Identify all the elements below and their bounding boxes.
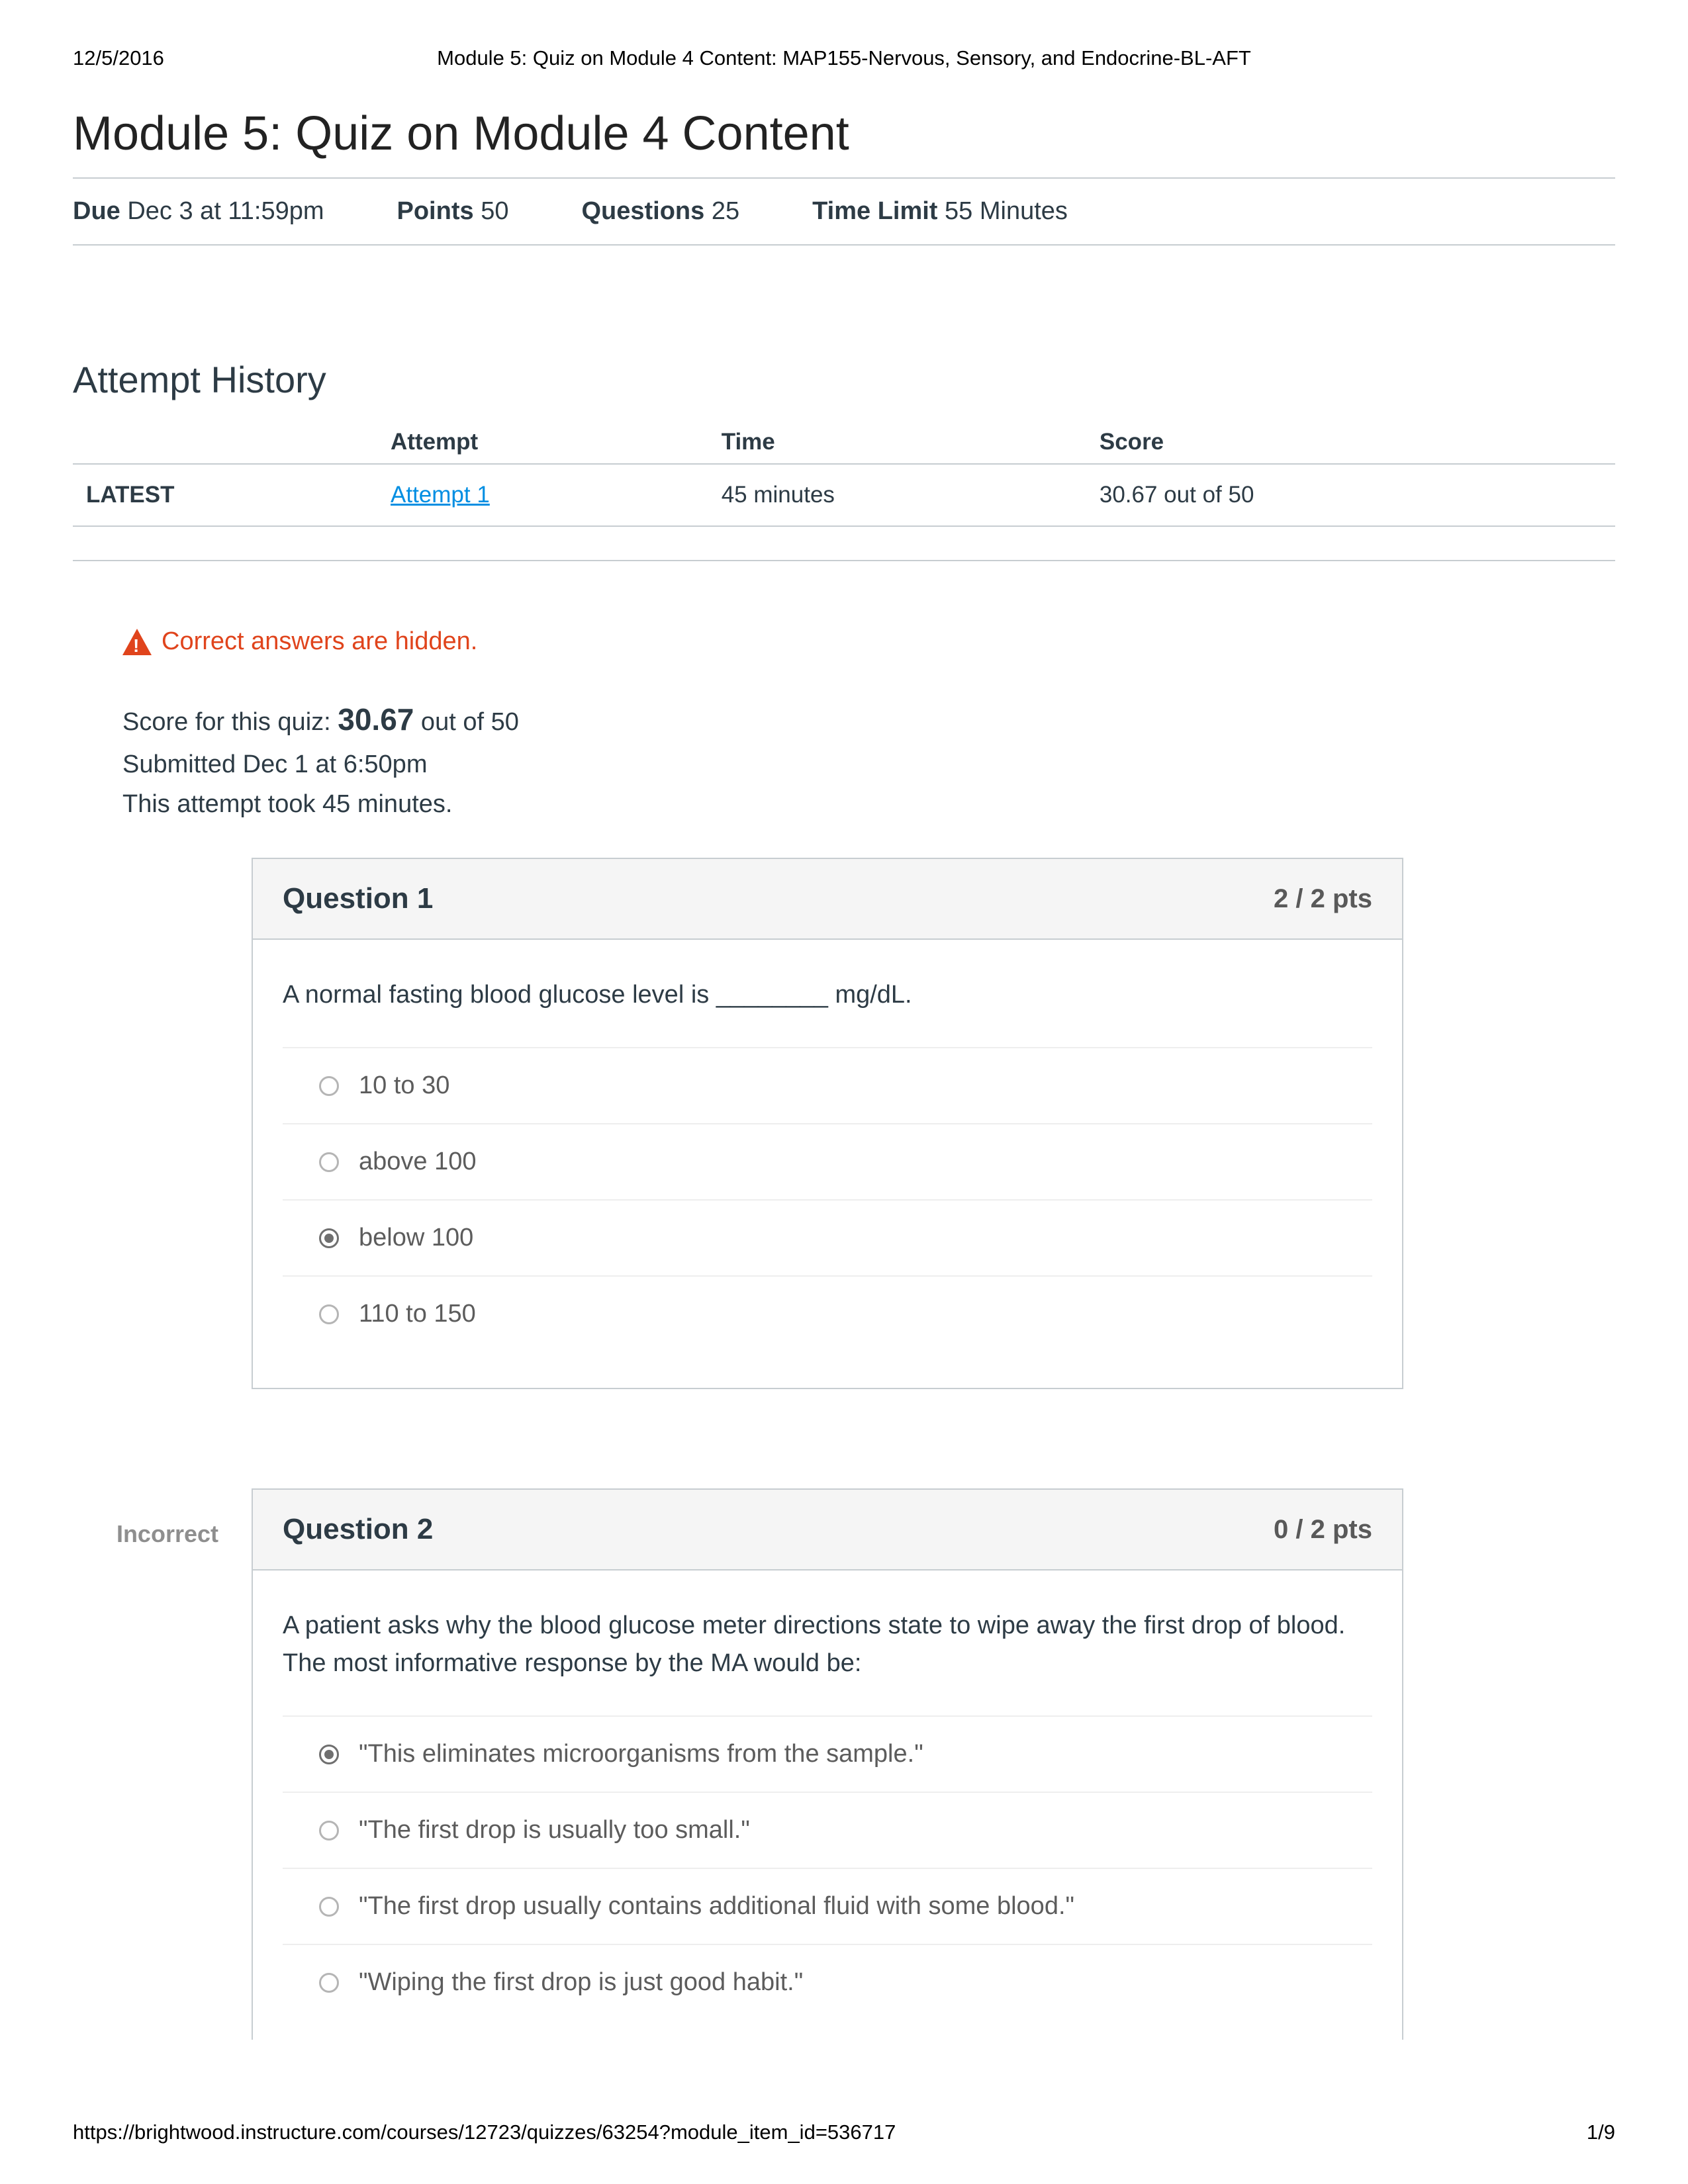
meta-points-label: Points: [397, 197, 474, 225]
warning-icon: [122, 629, 152, 655]
question-header: Question 1 2 / 2 pts: [253, 859, 1402, 940]
radio-icon: [319, 1745, 339, 1764]
question-points: 2 / 2 pts: [1274, 884, 1372, 914]
answer-option[interactable]: "The first drop usually contains additio…: [283, 1868, 1372, 1944]
answer-option[interactable]: "Wiping the first drop is just good habi…: [283, 1944, 1372, 2020]
radio-icon: [319, 1228, 339, 1248]
answer-label: "The first drop is usually too small.": [359, 1816, 750, 1844]
browser-title: Module 5: Quiz on Module 4 Content: MAP1…: [0, 46, 1688, 70]
meta-timelimit-label: Time Limit: [812, 197, 937, 225]
question-text: A patient asks why the blood glucose met…: [283, 1607, 1372, 1682]
answer-option[interactable]: above 100: [283, 1123, 1372, 1199]
meta-due-label: Due: [73, 197, 120, 225]
radio-icon: [319, 1973, 339, 1993]
radio-icon: [319, 1821, 339, 1841]
answer-label: below 100: [359, 1224, 473, 1252]
score-suffix: out of 50: [414, 708, 518, 736]
meta-timelimit-value: 55 Minutes: [945, 197, 1068, 225]
answer-label: 110 to 150: [359, 1300, 476, 1328]
quiz-meta-row: Due Dec 3 at 11:59pm Points 50 Questions…: [73, 177, 1615, 246]
answer-label: above 100: [359, 1148, 477, 1176]
meta-points-value: 50: [481, 197, 508, 225]
attempt-link[interactable]: Attempt 1: [391, 482, 490, 508]
score-value: 30.67: [338, 702, 414, 737]
radio-icon: [319, 1304, 339, 1324]
answer-label: "The first drop usually contains additio…: [359, 1892, 1074, 1921]
attempt-score: 30.67 out of 50: [1100, 464, 1615, 526]
meta-questions-value: 25: [712, 197, 739, 225]
score-summary: Score for this quiz: 30.67 out of 50 Sub…: [122, 696, 1615, 825]
radio-icon: [319, 1152, 339, 1172]
duration-line: This attempt took 45 minutes.: [122, 784, 1615, 825]
question-2: Incorrect Question 2 0 / 2 pts A patient…: [252, 1488, 1403, 2040]
answer-option[interactable]: "The first drop is usually too small.": [283, 1792, 1372, 1868]
attempt-history-title: Attempt History: [73, 358, 1615, 401]
answer-option[interactable]: below 100: [283, 1199, 1372, 1275]
radio-icon: [319, 1076, 339, 1096]
table-row: LATEST Attempt 1 45 minutes 30.67 out of…: [73, 464, 1615, 526]
meta-questions: Questions 25: [581, 197, 739, 226]
answer-option[interactable]: "This eliminates microorganisms from the…: [283, 1715, 1372, 1792]
answer-option[interactable]: 110 to 150: [283, 1275, 1372, 1368]
incorrect-label: Incorrect: [73, 1520, 238, 1548]
answer-label: 10 to 30: [359, 1071, 449, 1100]
meta-points: Points 50: [397, 197, 509, 226]
answer-option[interactable]: 10 to 30: [283, 1047, 1372, 1123]
page-footer: https://brightwood.instructure.com/cours…: [73, 2120, 1615, 2144]
answer-label: "This eliminates microorganisms from the…: [359, 1740, 923, 1768]
warning-row: Correct answers are hidden.: [122, 627, 1615, 656]
question-title: Question 2: [283, 1513, 433, 1546]
footer-page: 1/9: [1587, 2120, 1615, 2144]
score-prefix: Score for this quiz:: [122, 708, 338, 736]
footer-url: https://brightwood.instructure.com/cours…: [73, 2120, 896, 2144]
col-attempt: Attempt: [391, 421, 722, 464]
question-points: 0 / 2 pts: [1274, 1515, 1372, 1545]
question-title: Question 1: [283, 882, 433, 915]
question-header: Question 2 0 / 2 pts: [253, 1490, 1402, 1570]
answer-label: "Wiping the first drop is just good habi…: [359, 1968, 803, 1997]
latest-label: LATEST: [73, 464, 391, 526]
question-1: Question 1 2 / 2 pts A normal fasting bl…: [252, 858, 1403, 1389]
warning-text: Correct answers are hidden.: [162, 627, 477, 656]
col-time: Time: [722, 421, 1100, 464]
page-title: Module 5: Quiz on Module 4 Content: [73, 107, 1615, 161]
attempt-time: 45 minutes: [722, 464, 1100, 526]
attempt-history-table: Attempt Time Score LATEST Attempt 1 45 m…: [73, 421, 1615, 527]
meta-due: Due Dec 3 at 11:59pm: [73, 197, 324, 226]
question-text: A normal fasting blood glucose level is …: [283, 976, 1372, 1014]
divider: [73, 560, 1615, 561]
radio-icon: [319, 1897, 339, 1917]
col-score: Score: [1100, 421, 1615, 464]
submitted-line: Submitted Dec 1 at 6:50pm: [122, 745, 1615, 785]
meta-questions-label: Questions: [581, 197, 704, 225]
meta-due-value: Dec 3 at 11:59pm: [127, 197, 324, 225]
meta-timelimit: Time Limit 55 Minutes: [812, 197, 1068, 226]
